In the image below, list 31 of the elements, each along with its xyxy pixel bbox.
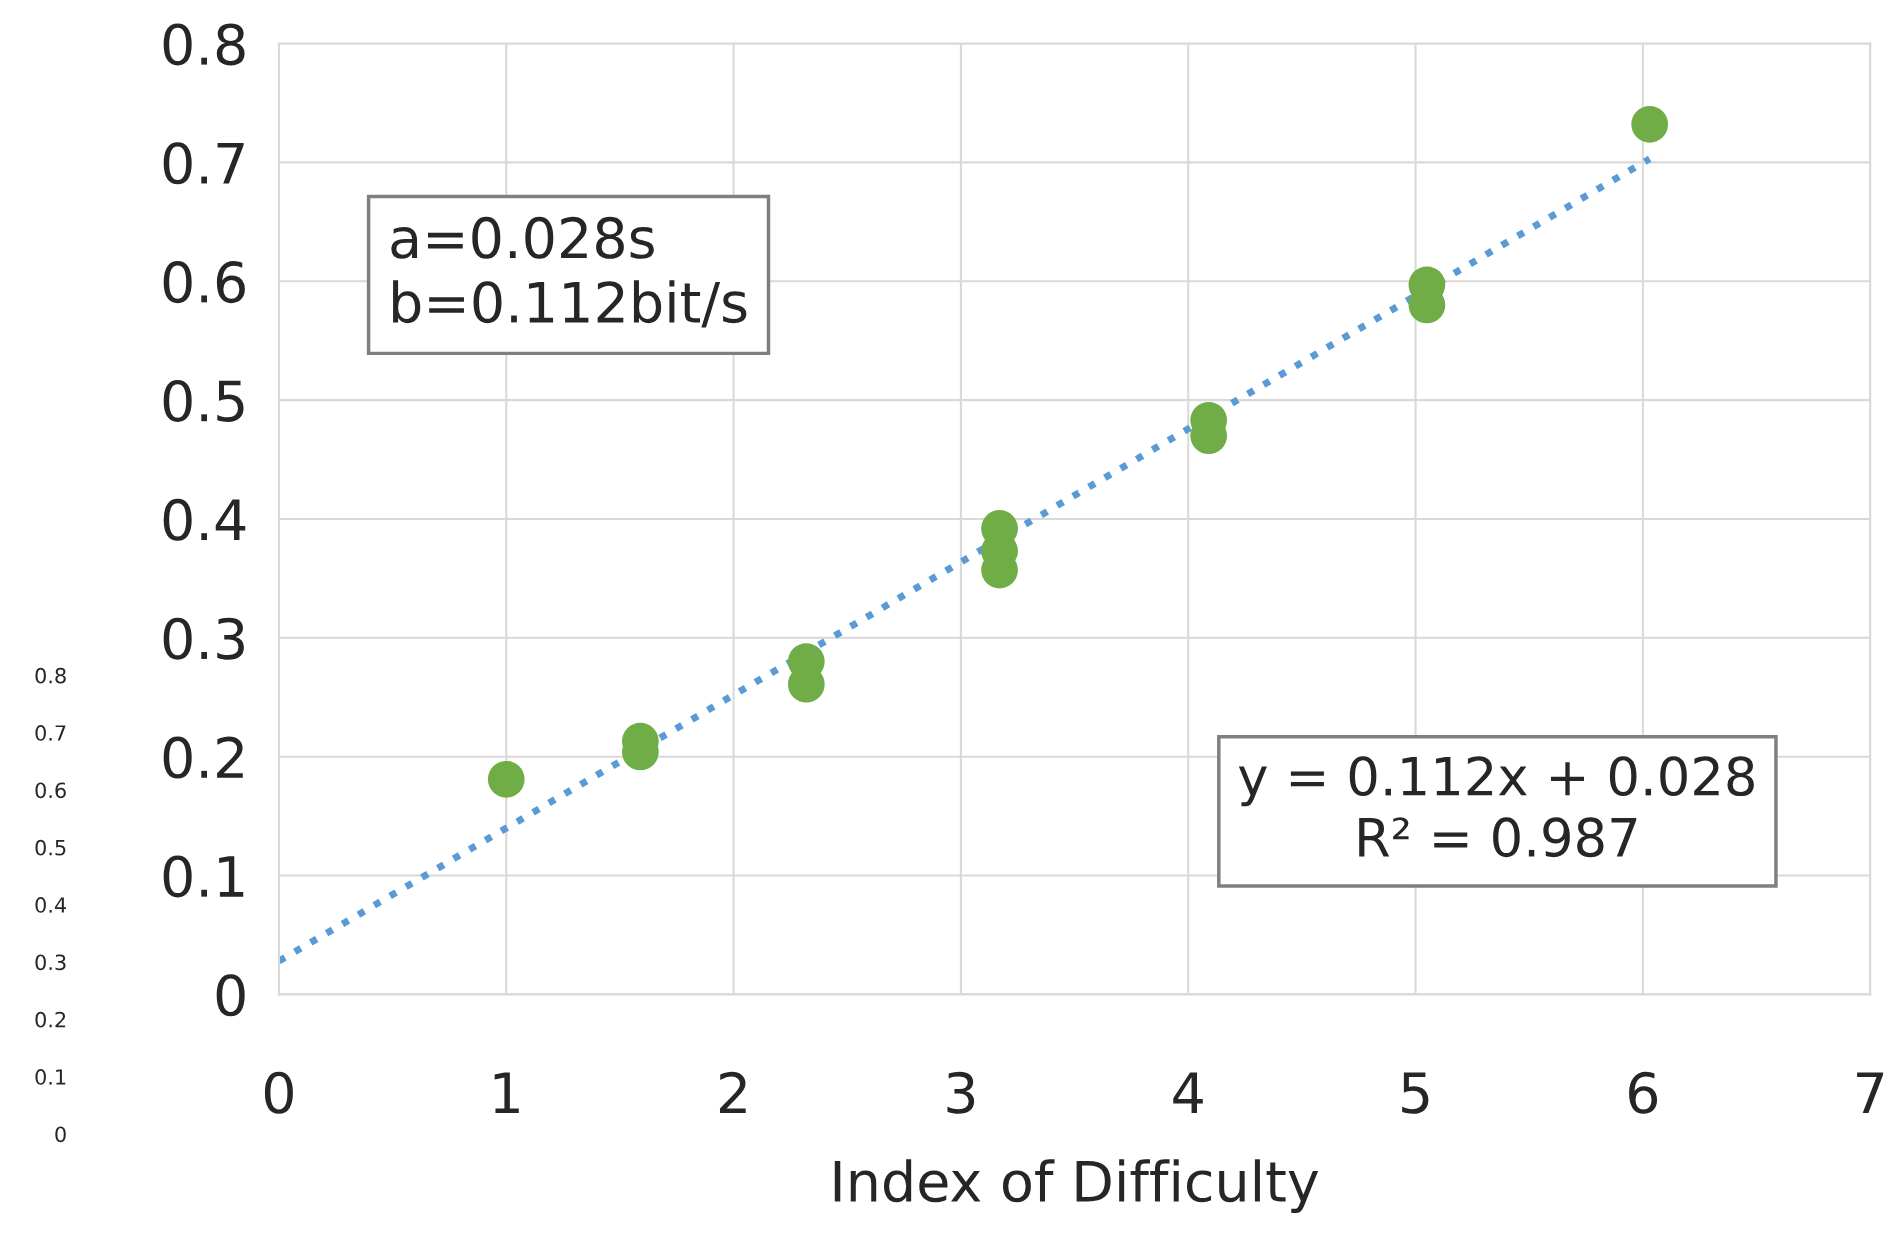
x-tick-label: 1 <box>494 1072 519 1113</box>
y2-tick-label: 0.3 <box>35 954 66 971</box>
y2-tick-label: 0 <box>55 1126 66 1143</box>
annotation: a=0.028s b=0.112bit/s <box>391 216 747 328</box>
point <box>487 760 525 798</box>
x-tick-label: 7 <box>1857 1072 1884 1113</box>
annotation: y = 0.112x + 0.028 R² = 0.987 <box>1238 756 1754 858</box>
y2-tick-label: 0.7 <box>35 725 66 741</box>
y-tick-label: 0.6 <box>163 261 245 304</box>
y-tick-label: 0.8 <box>163 23 245 66</box>
y2-tick-label: 0.5 <box>35 839 66 856</box>
y2-tick-label: 0.6 <box>35 782 66 799</box>
x-tick-label: 4 <box>1173 1072 1203 1113</box>
x-tick-label: 6 <box>1629 1071 1658 1114</box>
y-tick-label: 0.7 <box>163 142 244 185</box>
x-tick-label: 2 <box>719 1071 746 1113</box>
y-tick-label: 0.4 <box>163 498 246 541</box>
y-tick-label: 0 <box>216 974 245 1017</box>
y-tick-label: 0.5 <box>163 379 244 422</box>
x-tick-label: 0 <box>264 1071 293 1114</box>
y-tick-label: 0.3 <box>163 617 244 660</box>
x-tick-label: 5 <box>1402 1072 1429 1114</box>
y-tick-label: 0.1 <box>163 855 244 898</box>
y2-tick-label: 0.4 <box>35 897 67 913</box>
y2-tick-label: 0.8 <box>35 667 66 684</box>
point <box>1631 105 1669 143</box>
x-axis-title: Index of Difficulty <box>834 1159 1319 1214</box>
y-tick-label: 0.2 <box>163 736 243 779</box>
x-tick-label: 3 <box>947 1071 975 1114</box>
y2-tick-label: 0.2 <box>35 1011 66 1028</box>
y2-tick-label: 0.1 <box>35 1069 66 1085</box>
